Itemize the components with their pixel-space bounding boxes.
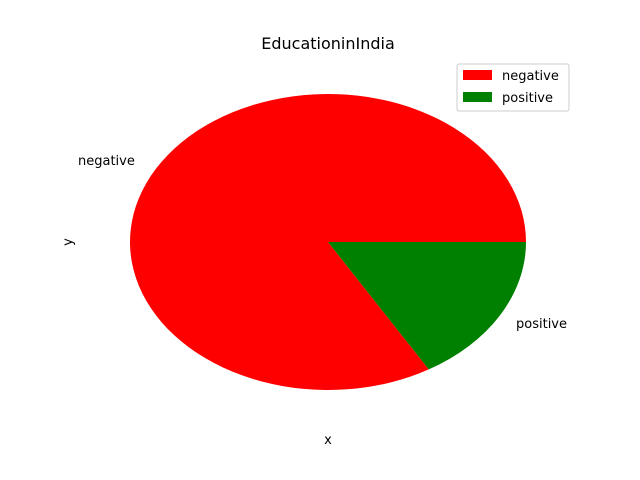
legend-swatch-negative [463, 70, 492, 80]
slice-label-negative: negative [78, 154, 135, 169]
x-axis-label: x [324, 433, 332, 448]
pie-slice-positive [328, 242, 526, 370]
legend-swatch-positive [463, 92, 492, 102]
chart-title: EducationinIndia [261, 34, 395, 53]
pie-slice-negative [130, 94, 527, 391]
legend-entry-positive: positive [502, 91, 553, 106]
legend-entry-negative: negative [502, 69, 559, 84]
slice-label-positive: positive [516, 317, 567, 332]
legend: negative positive [456, 63, 570, 112]
pie-slices [130, 94, 527, 391]
y-axis-label: y [61, 238, 76, 246]
